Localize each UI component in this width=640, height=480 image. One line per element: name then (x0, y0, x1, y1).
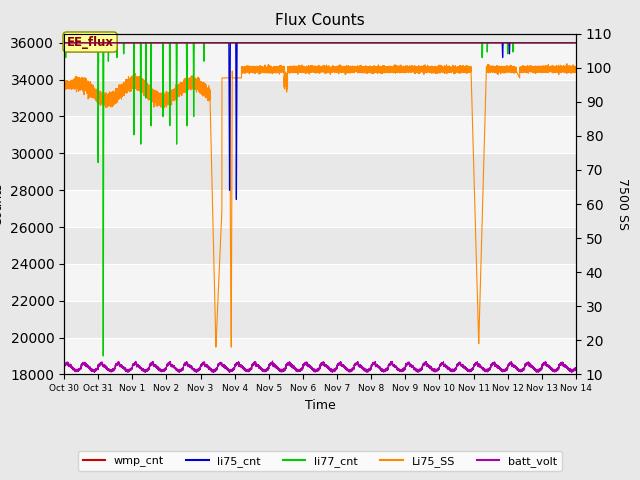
Legend: wmp_cnt, li75_cnt, li77_cnt, Li75_SS, batt_volt: wmp_cnt, li75_cnt, li77_cnt, Li75_SS, ba… (78, 451, 562, 471)
Bar (64, 337, 576, 374)
Bar (64, 264, 576, 300)
Y-axis label: Counts: Counts (0, 182, 4, 226)
Title: Flux Counts: Flux Counts (275, 13, 365, 28)
Bar (64, 117, 576, 153)
Bar (64, 43, 576, 80)
Bar (64, 190, 576, 227)
Text: EE_flux: EE_flux (67, 36, 113, 48)
Y-axis label: 7500 SS: 7500 SS (616, 178, 629, 230)
X-axis label: Time: Time (305, 399, 335, 412)
